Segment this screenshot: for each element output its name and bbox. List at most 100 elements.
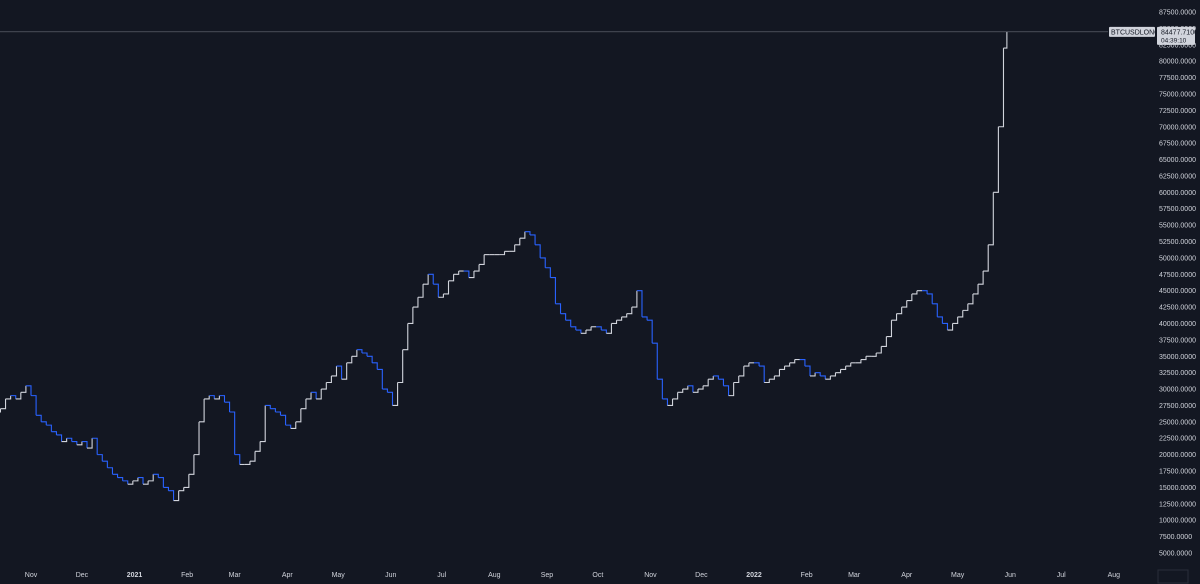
- x-tick-label: May: [951, 572, 965, 579]
- series-segment: [5, 395, 12, 400]
- series-segment: [682, 385, 689, 390]
- series-segment: [769, 375, 775, 380]
- series-segment: [687, 385, 694, 393]
- series-segment: [479, 254, 485, 266]
- series-segment: [825, 375, 831, 380]
- series-segment: [321, 382, 327, 390]
- series-segment: [423, 274, 429, 285]
- last-price-label: 84477.7100: [1161, 29, 1198, 36]
- x-tick-label: Jun: [1005, 572, 1016, 579]
- price-axis[interactable]: 87500.000085000.000082500.000080000.0000…: [1159, 10, 1196, 558]
- series-segment: [173, 490, 180, 502]
- series-segment: [606, 323, 612, 334]
- y-tick-label: 22500.0000: [1159, 436, 1196, 443]
- series-segment: [92, 437, 98, 455]
- series-segment: [529, 234, 536, 245]
- y-tick-label: 30000.0000: [1159, 387, 1196, 394]
- x-tick-label: Dec: [695, 572, 708, 579]
- series-segment: [102, 460, 108, 468]
- axis-corner: [1157, 569, 1189, 584]
- series-segment: [718, 378, 725, 386]
- series-segment: [703, 379, 709, 387]
- series-segment: [759, 365, 765, 383]
- series-segment: [341, 362, 348, 380]
- series-segment: [601, 329, 607, 334]
- series-segment: [275, 411, 282, 416]
- y-tick-label: 10000.0000: [1159, 518, 1196, 525]
- series-segment: [804, 365, 811, 376]
- x-tick-label: May: [332, 572, 346, 579]
- series-segment: [662, 398, 668, 406]
- y-tick-label: 25000.0000: [1159, 419, 1196, 426]
- series-segment: [810, 372, 816, 377]
- series-segment: [280, 414, 287, 426]
- series-segment: [922, 290, 928, 294]
- series-segment: [346, 356, 353, 364]
- series-segment: [433, 283, 439, 298]
- series-segment: [76, 441, 83, 446]
- series-segment: [66, 437, 73, 442]
- y-tick-label: 35000.0000: [1159, 354, 1196, 361]
- x-tick-label: Aug: [488, 572, 501, 579]
- y-tick-label: 7500.0000: [1159, 534, 1192, 541]
- y-tick-label: 67500.0000: [1159, 141, 1196, 148]
- series-segment: [224, 401, 231, 413]
- series-segment: [428, 273, 434, 285]
- series-segment: [978, 271, 984, 285]
- series-segment: [942, 322, 949, 331]
- y-tick-label: 27500.0000: [1159, 403, 1196, 410]
- series-segment: [713, 375, 719, 380]
- series-segment: [463, 270, 470, 278]
- series-segment: [840, 366, 847, 370]
- series-segment: [148, 474, 154, 482]
- series-segment: [835, 369, 842, 374]
- x-tick-label: Jun: [385, 572, 396, 579]
- series-segment: [311, 391, 317, 399]
- series-segment: [20, 385, 27, 393]
- series-segment: [87, 438, 93, 449]
- x-tick-label: Sep: [541, 572, 554, 579]
- series-segment: [667, 398, 674, 407]
- series-segment: [692, 389, 699, 393]
- series-segment: [972, 284, 979, 295]
- last-price-marker: BTCUSDLONGS 84477.7100 04:39:10: [0, 26, 1198, 45]
- series-segment: [738, 366, 745, 377]
- series-segment: [0, 398, 7, 410]
- series-segment: [326, 375, 332, 384]
- series-segment: [876, 346, 882, 354]
- y-tick-label: 80000.0000: [1159, 59, 1196, 66]
- y-tick-label: 75000.0000: [1159, 91, 1196, 98]
- series-segment: [830, 372, 837, 377]
- y-tick-label: 12500.0000: [1159, 501, 1196, 508]
- x-tick-label: Nov: [25, 572, 38, 579]
- series-segment: [36, 414, 42, 422]
- series-segment: [25, 385, 32, 396]
- series-segment: [163, 486, 170, 491]
- series-segment: [453, 271, 460, 275]
- series-segment: [784, 362, 791, 367]
- series-segment: [550, 277, 556, 304]
- series-segment: [626, 307, 633, 315]
- x-tick-label: Feb: [801, 572, 813, 579]
- series-segment: [97, 454, 103, 462]
- series-segment: [137, 477, 144, 485]
- series-segment: [290, 421, 297, 429]
- plot-area[interactable]: [0, 31, 1008, 502]
- series-segment: [575, 329, 582, 334]
- series-segment: [112, 473, 119, 478]
- series-segment: [117, 477, 124, 481]
- series-segment: [295, 408, 302, 423]
- time-axis[interactable]: Nov Dec 2021 Feb Mar Apr May Jun Jul Aug Sep Oct Nov…: [25, 572, 1120, 579]
- series-segment: [255, 441, 261, 452]
- y-tick-label: 52500.0000: [1159, 239, 1196, 246]
- series-segment: [845, 362, 852, 367]
- x-tick-label: Aug: [1108, 572, 1121, 579]
- series-segment: [499, 251, 506, 256]
- series-segment: [596, 326, 602, 331]
- y-tick-label: 50000.0000: [1159, 255, 1196, 262]
- series-segment: [168, 490, 175, 501]
- y-tick-label: 72500.0000: [1159, 108, 1196, 115]
- series-segment: [234, 454, 241, 465]
